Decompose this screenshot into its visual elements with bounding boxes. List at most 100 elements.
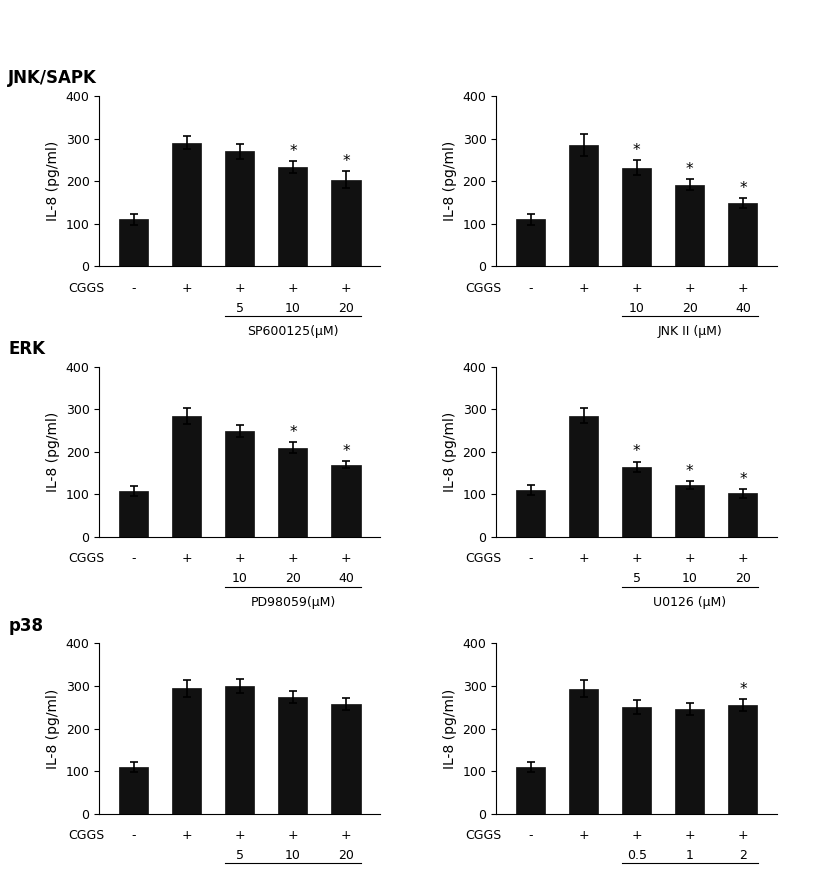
Bar [119,491,148,537]
Text: +: + [235,553,245,565]
Text: +: + [341,553,351,565]
Bar [225,151,255,266]
Text: 40: 40 [735,302,751,314]
Bar [729,705,758,814]
Y-axis label: IL-8 (pg/ml): IL-8 (pg/ml) [443,412,457,491]
Text: +: + [738,553,748,565]
Text: *: * [739,181,747,196]
Bar [119,219,148,266]
Bar [569,145,598,266]
Bar [622,168,652,266]
Bar [676,184,705,266]
Text: 20: 20 [338,849,354,862]
Bar [676,710,705,814]
Text: 5: 5 [236,302,244,314]
Text: +: + [685,553,696,565]
Text: 10: 10 [629,302,645,314]
Bar [516,766,545,814]
Bar [622,707,652,814]
Text: +: + [181,829,192,842]
Text: *: * [633,143,641,158]
Text: *: * [289,425,297,440]
Text: *: * [686,464,694,478]
Text: +: + [578,282,589,294]
Text: JNK/SAPK: JNK/SAPK [8,69,97,87]
Text: +: + [738,829,748,842]
Text: CGGS: CGGS [466,829,501,842]
Bar [622,467,652,537]
Bar [729,203,758,266]
Bar [119,766,148,814]
Text: JNK II (μM): JNK II (μM) [657,326,722,338]
Bar [332,180,361,266]
Bar [569,416,598,537]
Text: *: * [686,162,694,177]
Text: +: + [288,829,299,842]
Bar [225,431,255,537]
Text: *: * [739,472,747,487]
Text: +: + [632,553,642,565]
Bar [172,688,201,814]
Text: *: * [342,155,350,169]
Text: +: + [685,829,696,842]
Text: +: + [341,829,351,842]
Y-axis label: IL-8 (pg/ml): IL-8 (pg/ml) [46,689,60,768]
Text: CGGS: CGGS [69,282,104,294]
Text: 10: 10 [682,573,698,585]
Text: 40: 40 [338,573,354,585]
Text: 10: 10 [285,302,301,314]
Text: 20: 20 [682,302,698,314]
Text: +: + [235,829,245,842]
Text: SP600125(μM): SP600125(μM) [247,326,338,338]
Text: +: + [632,282,642,294]
Bar [279,167,308,266]
Text: 20: 20 [735,573,751,585]
Bar [279,448,308,537]
Text: -: - [528,829,533,842]
Bar [225,686,255,814]
Text: +: + [685,282,696,294]
Text: CGGS: CGGS [466,553,501,565]
Text: CGGS: CGGS [69,829,104,842]
Text: +: + [288,282,299,294]
Text: *: * [633,444,641,459]
Bar [729,493,758,537]
Y-axis label: IL-8 (pg/ml): IL-8 (pg/ml) [46,141,60,221]
Text: +: + [578,829,589,842]
Text: *: * [342,444,350,459]
Text: 5: 5 [236,849,244,862]
Text: p38: p38 [8,616,43,635]
Bar [279,698,308,814]
Bar [516,219,545,266]
Bar [676,485,705,537]
Text: +: + [181,553,192,565]
Bar [332,464,361,537]
Text: U0126 (μM): U0126 (μM) [653,596,726,608]
Text: ERK: ERK [8,340,45,358]
Text: CGGS: CGGS [69,553,104,565]
Text: 10: 10 [285,849,301,862]
Text: 20: 20 [338,302,354,314]
Text: -: - [131,829,136,842]
Bar [516,490,545,537]
Text: +: + [288,553,299,565]
Text: 0.5: 0.5 [627,849,647,862]
Text: -: - [528,553,533,565]
Y-axis label: IL-8 (pg/ml): IL-8 (pg/ml) [46,412,60,491]
Y-axis label: IL-8 (pg/ml): IL-8 (pg/ml) [443,689,457,768]
Text: +: + [235,282,245,294]
Text: -: - [131,553,136,565]
Text: +: + [578,553,589,565]
Text: 1: 1 [686,849,694,862]
Y-axis label: IL-8 (pg/ml): IL-8 (pg/ml) [443,141,457,221]
Text: PD98059(μM): PD98059(μM) [251,596,336,608]
Text: CGGS: CGGS [466,282,501,294]
Text: 20: 20 [285,573,301,585]
Text: *: * [289,143,297,159]
Text: *: * [739,682,747,697]
Bar [172,416,201,537]
Text: 2: 2 [739,849,747,862]
Text: +: + [632,829,642,842]
Text: 5: 5 [633,573,641,585]
Text: -: - [131,282,136,294]
